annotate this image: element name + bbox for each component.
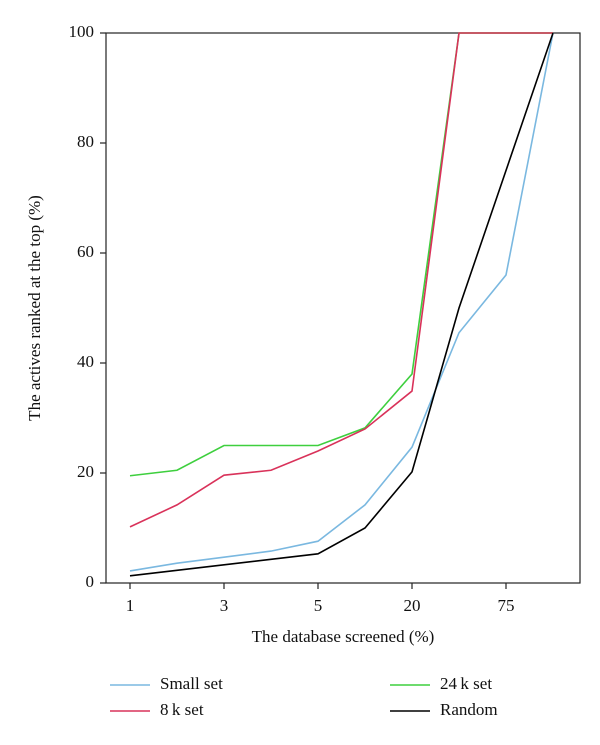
series-line [129, 32, 554, 572]
y-tick-label: 100 [69, 22, 95, 41]
x-tick-label: 75 [498, 596, 515, 615]
series-line [129, 32, 553, 528]
y-tick-label: 80 [77, 132, 94, 151]
legend-label: 8 k set [160, 700, 204, 719]
y-tick-label: 60 [77, 242, 94, 261]
y-tick-label: 40 [77, 352, 94, 371]
x-tick-label: 5 [314, 596, 323, 615]
y-tick-label: 20 [77, 462, 94, 481]
y-axis-label: The actives ranked at the top (%) [25, 195, 44, 421]
legend-label: Small set [160, 674, 223, 693]
series-line [129, 32, 554, 577]
legend-label: Random [440, 700, 498, 719]
x-tick-label: 1 [126, 596, 135, 615]
x-tick-label: 20 [404, 596, 421, 615]
series-line [129, 32, 553, 477]
y-tick-label: 0 [86, 572, 95, 591]
x-axis-label: The database screened (%) [252, 627, 435, 646]
legend-label: 24 k set [440, 674, 492, 693]
x-tick-label: 3 [220, 596, 229, 615]
plot-frame [105, 32, 581, 584]
